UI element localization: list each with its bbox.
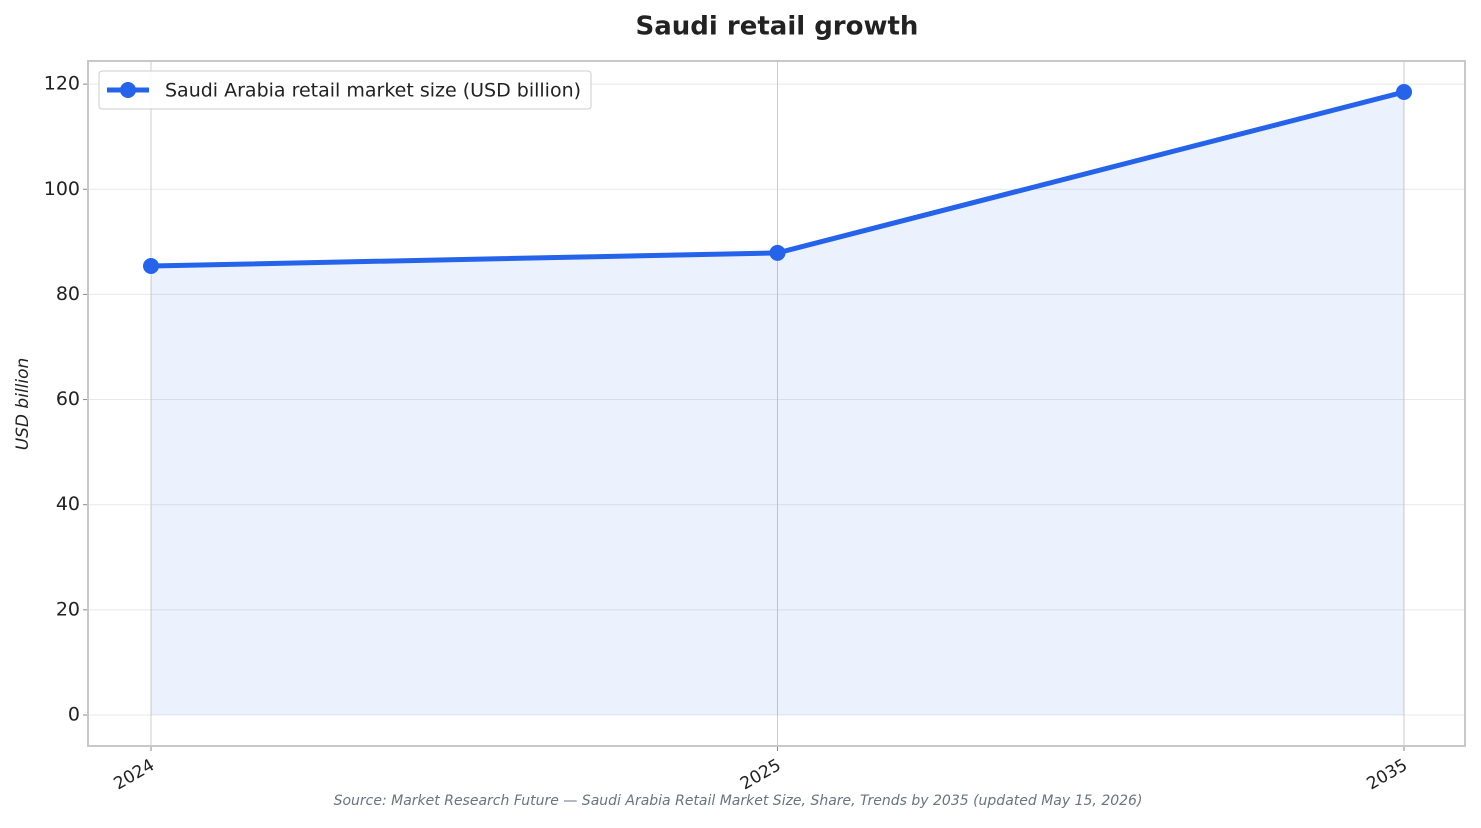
plot-frame xyxy=(87,60,1466,747)
y-tick-label: 60 xyxy=(56,388,80,410)
y-tick-label: 100 xyxy=(44,178,80,200)
y-tick-label: 120 xyxy=(44,73,80,95)
y-tick-label: 40 xyxy=(56,493,80,515)
chart-title: Saudi retail growth xyxy=(636,12,919,42)
legend-box xyxy=(98,70,592,110)
data-point xyxy=(769,244,786,261)
legend-label: Saudi Arabia retail market size (USD bil… xyxy=(165,80,581,102)
source-note: Source: Market Research Future — Saudi A… xyxy=(334,793,1143,809)
y-tick-label: 80 xyxy=(56,283,80,305)
legend: Saudi Arabia retail market size (USD bil… xyxy=(98,70,592,110)
y-tick-label: 0 xyxy=(68,703,80,725)
y-axis-label: USD billion xyxy=(13,358,33,451)
data-point xyxy=(143,258,159,275)
data-point xyxy=(1396,84,1412,101)
y-tick-label: 20 xyxy=(56,598,80,620)
legend-marker xyxy=(120,82,136,98)
area-fill xyxy=(151,92,1404,715)
